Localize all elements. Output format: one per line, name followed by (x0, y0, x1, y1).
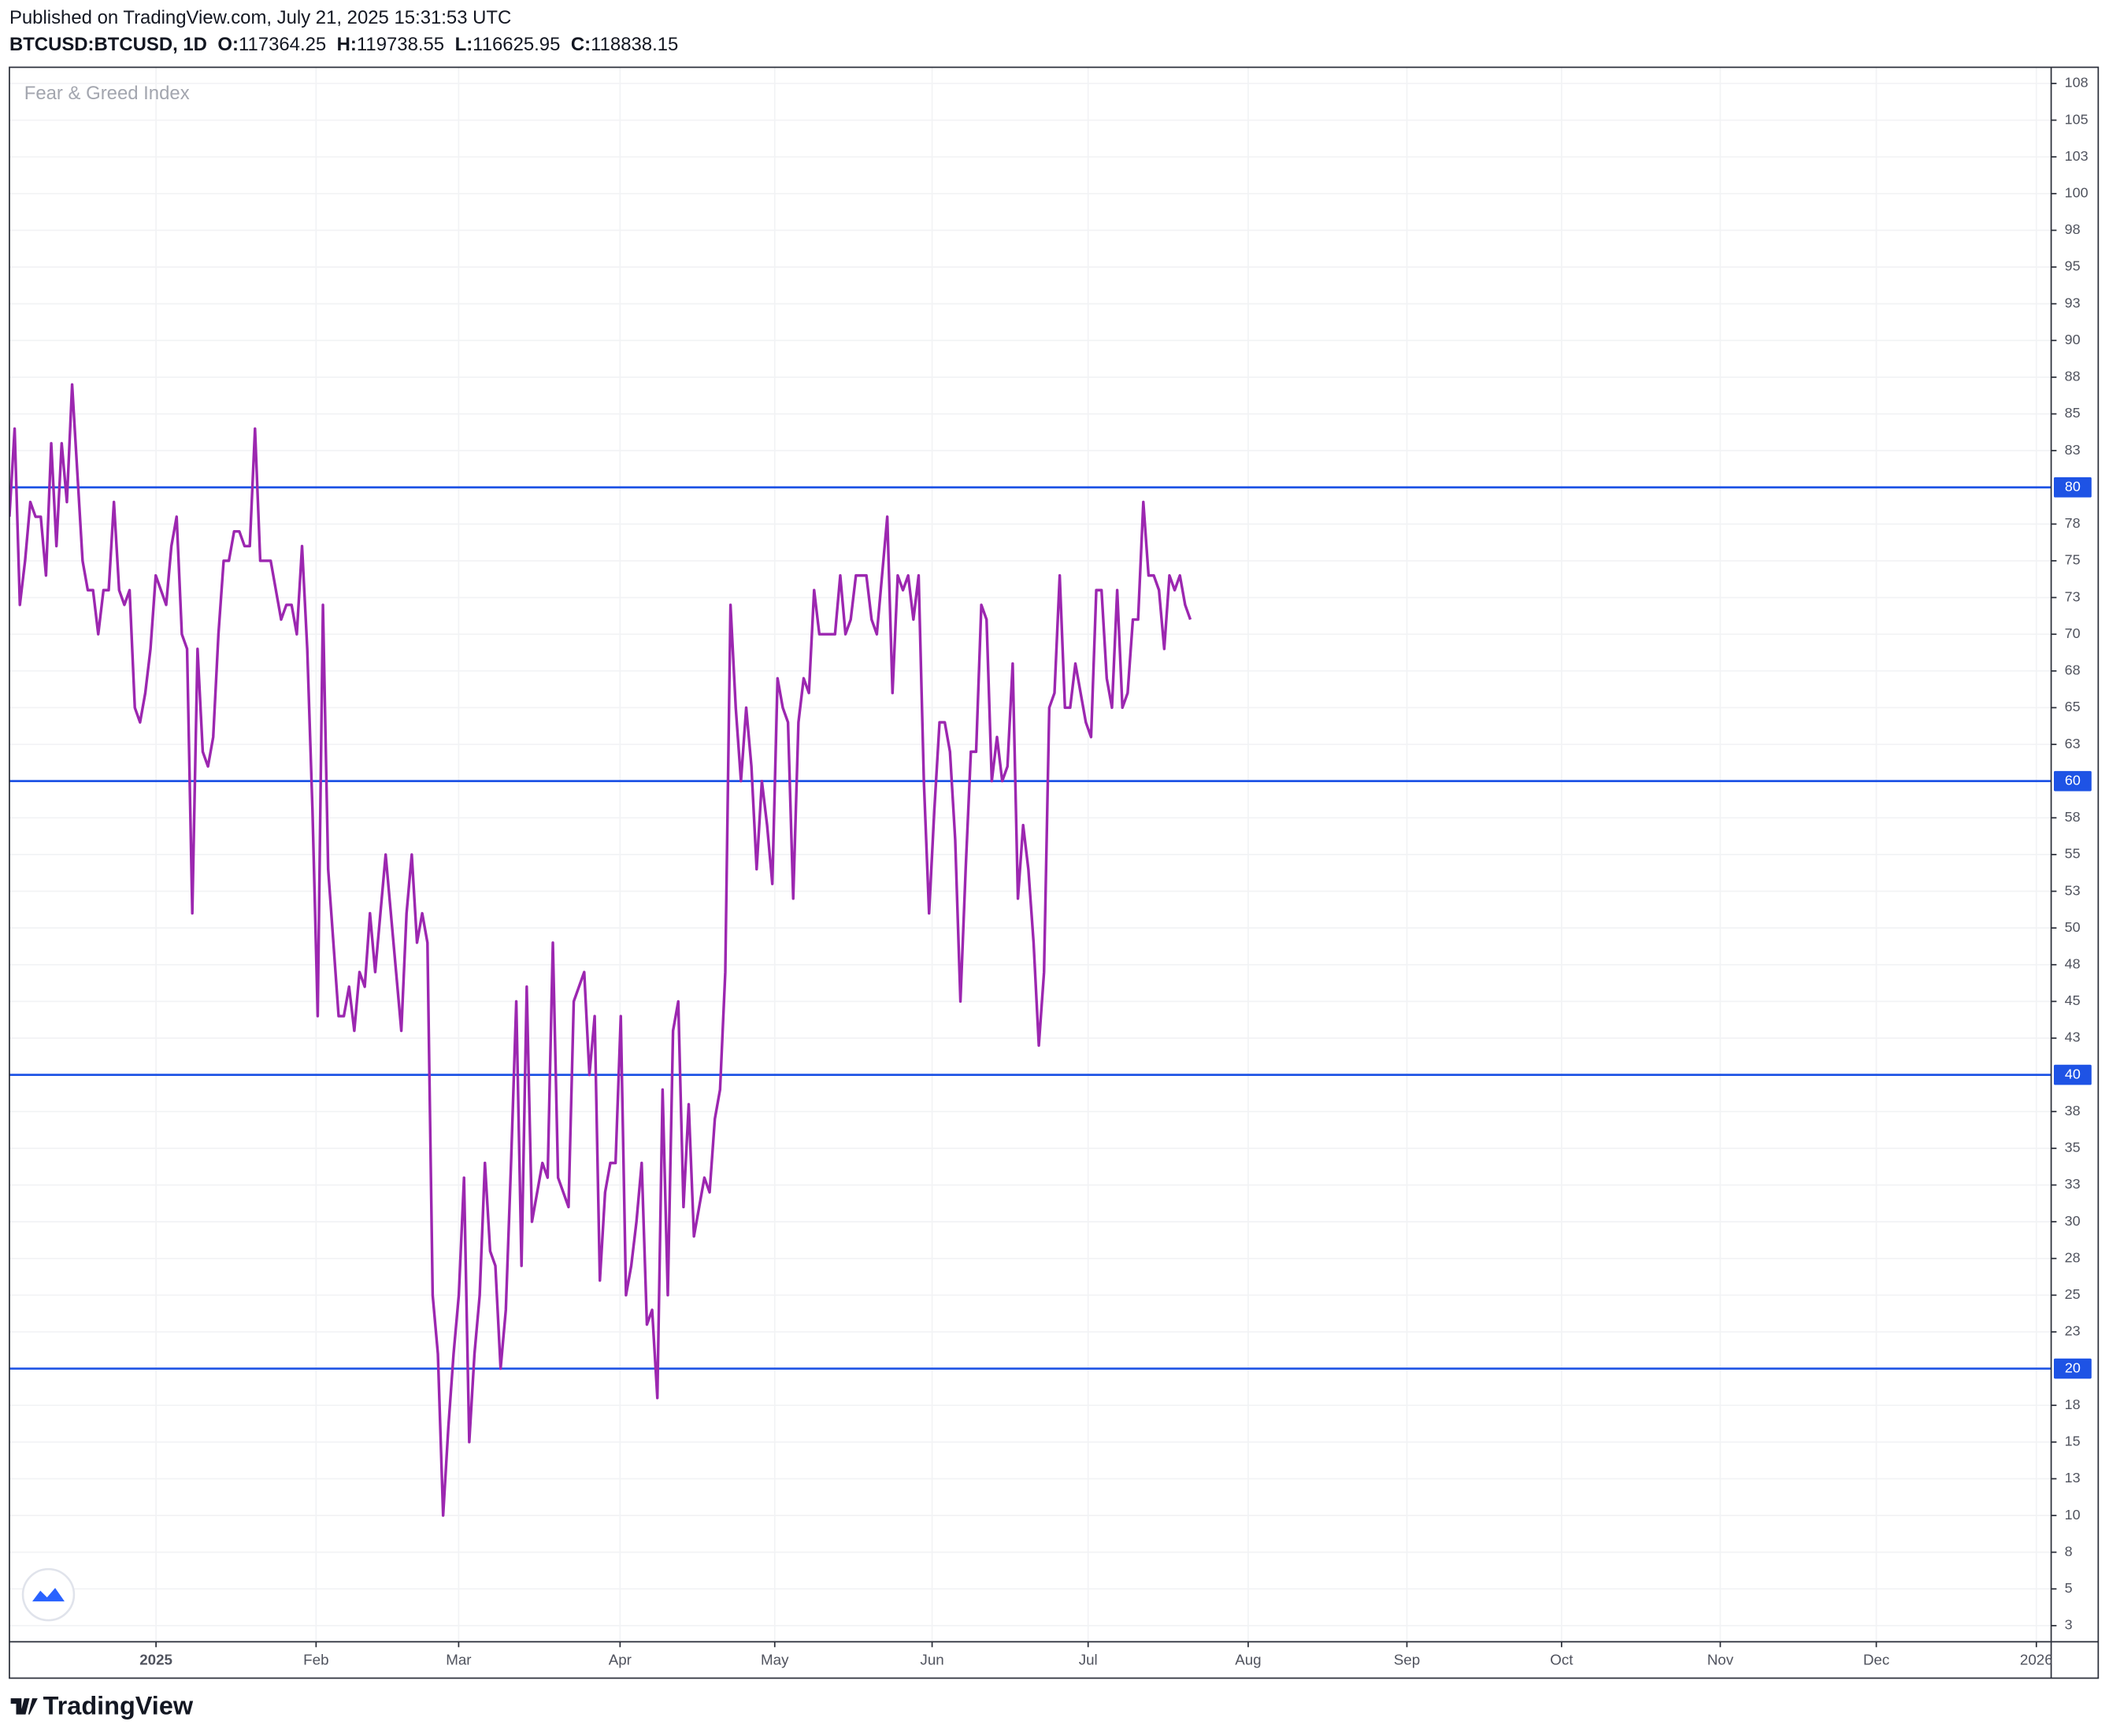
time-axis: 2025 Feb Mar Apr May Jun Jul Aug Sep Oct Nov Dec 202… (139, 1641, 2052, 1667)
ohlc-label: L: (455, 34, 473, 55)
symbol: BTCUSD:BTCUSD, 1D (9, 34, 207, 55)
symbol-line: BTCUSD:BTCUSD, 1D O:117364.25 H:119738.5… (9, 34, 678, 55)
level-label: 20 (2065, 1359, 2081, 1375)
ohlc-value: 118838.15 (591, 34, 678, 55)
series-line (9, 383, 1192, 1517)
y-tick-label: 45 (2065, 992, 2081, 1008)
y-tick-label: 50 (2065, 919, 2081, 935)
x-tick-label: Apr (609, 1651, 632, 1667)
brand-name: TradingView (43, 1692, 194, 1720)
y-tick-label: 43 (2065, 1029, 2081, 1045)
y-tick-label: 33 (2065, 1176, 2081, 1192)
y-tick-label: 3 (2065, 1617, 2073, 1633)
brand-logo (10, 1698, 38, 1715)
y-tick-label: 48 (2065, 956, 2081, 972)
x-tick-label: Oct (1550, 1651, 1573, 1667)
tv-badge[interactable] (21, 1567, 76, 1622)
x-tick-label: 2026 (2020, 1651, 2053, 1667)
y-tick-label: 68 (2065, 662, 2081, 678)
ohlc-label: H: (337, 34, 357, 55)
y-tick-label: 103 (2065, 148, 2089, 164)
x-tick-label: Mar (446, 1651, 471, 1667)
x-tick-label: 2025 (139, 1651, 172, 1667)
y-tick-label: 70 (2065, 625, 2081, 641)
plot-area (9, 383, 2052, 1517)
y-tick-label: 75 (2065, 552, 2081, 568)
y-tick-label: 15 (2065, 1434, 2081, 1449)
y-tick-label: 30 (2065, 1213, 2081, 1229)
level-label: 80 (2065, 478, 2081, 494)
grid (9, 67, 2052, 1642)
frame (9, 66, 2100, 1679)
price-axis: 3581013151823252830333538434548505355586… (2051, 75, 2092, 1633)
y-tick-label: 10 (2065, 1507, 2081, 1523)
ohlc-value: 116625.95 (473, 34, 560, 55)
y-tick-label: 38 (2065, 1103, 2081, 1118)
y-tick-label: 108 (2065, 75, 2089, 91)
x-tick-label: Nov (1707, 1651, 1734, 1667)
y-tick-label: 78 (2065, 515, 2081, 531)
y-tick-label: 93 (2065, 295, 2081, 310)
x-tick-label: Aug (1235, 1651, 1261, 1667)
y-tick-label: 63 (2065, 736, 2081, 751)
y-tick-label: 105 (2065, 111, 2089, 127)
ohlc-label: C: (571, 34, 591, 55)
x-tick-label: Jul (1079, 1651, 1098, 1667)
ohlc-label: O: (217, 34, 239, 55)
y-tick-label: 85 (2065, 405, 2081, 421)
badge-icon[interactable] (32, 1588, 65, 1602)
x-tick-label: Sep (1394, 1651, 1420, 1667)
y-tick-label: 100 (2065, 185, 2089, 201)
y-tick-label: 5 (2065, 1580, 2073, 1596)
level-label: 60 (2065, 772, 2081, 788)
y-tick-label: 55 (2065, 846, 2081, 862)
y-tick-label: 28 (2065, 1249, 2081, 1265)
y-tick-label: 18 (2065, 1397, 2081, 1412)
badge-circle[interactable] (21, 1567, 76, 1622)
level-label: 40 (2065, 1066, 2081, 1081)
y-tick-label: 65 (2065, 699, 2081, 714)
brand: TradingView (10, 1692, 194, 1720)
level-label-box (2053, 1064, 2092, 1085)
level-label-box (2053, 1358, 2092, 1379)
level-label-box (2053, 770, 2092, 792)
level-label-box (2053, 477, 2092, 498)
ohlc-value: 119738.55 (357, 34, 444, 55)
x-tick-label: May (761, 1651, 789, 1667)
y-tick-label: 53 (2065, 882, 2081, 898)
y-tick-label: 25 (2065, 1286, 2081, 1302)
y-tick-label: 90 (2065, 332, 2081, 347)
published-line: Published on TradingView.com, July 21, 2… (9, 7, 511, 28)
y-tick-label: 98 (2065, 221, 2081, 237)
y-tick-label: 13 (2065, 1470, 2081, 1486)
y-tick-label: 23 (2065, 1323, 2081, 1339)
y-tick-label: 95 (2065, 258, 2081, 274)
y-tick-label: 73 (2065, 588, 2081, 604)
ohlc-value: 117364.25 (239, 34, 326, 55)
y-tick-label: 83 (2065, 442, 2081, 458)
indicator-title: Fear & Greed Index (24, 83, 190, 104)
x-tick-label: Jun (920, 1651, 943, 1667)
x-tick-label: Feb (303, 1651, 328, 1667)
y-tick-label: 88 (2065, 369, 2081, 384)
x-tick-label: Dec (1863, 1651, 1889, 1667)
y-tick-label: 35 (2065, 1140, 2081, 1155)
y-tick-label: 58 (2065, 809, 2081, 825)
y-tick-label: 8 (2065, 1543, 2073, 1559)
